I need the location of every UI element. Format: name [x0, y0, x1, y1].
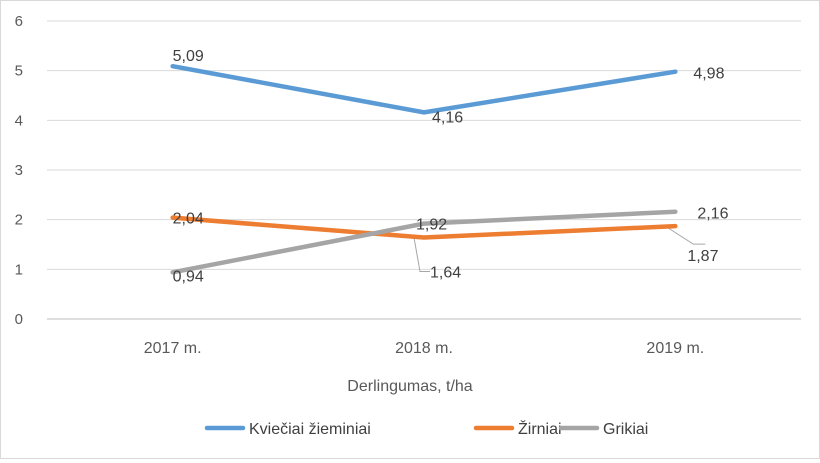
y-tick-label: 1	[15, 261, 23, 278]
series-lines	[170, 63, 678, 275]
data-label: 4,16	[432, 109, 463, 126]
y-tick-label: 2	[15, 212, 23, 229]
data-label: 2,04	[173, 211, 204, 228]
data-label: 1,92	[416, 217, 447, 234]
legend-item: Žirniai	[473, 419, 562, 438]
y-tick-label: 6	[15, 13, 23, 30]
y-tick-label: 3	[15, 162, 23, 179]
y-tick-label: 4	[15, 112, 23, 129]
legend-item: Grikiai	[558, 421, 648, 438]
legend-label: Grikiai	[603, 421, 648, 438]
y-tick-label: 5	[15, 63, 23, 80]
series-line-2	[170, 215, 678, 240]
series-line-1	[170, 63, 678, 115]
y-tick-label: 0	[15, 311, 23, 328]
x-tick-label: 2019 m.	[646, 340, 704, 357]
data-label: 5,09	[173, 48, 204, 65]
data-label: 4,98	[693, 66, 724, 83]
data-label: 1,87	[687, 248, 718, 265]
data-label: 0,94	[173, 268, 204, 285]
data-label: 2,16	[697, 206, 728, 223]
x-axis-title: Derlingumas, t/ha	[347, 378, 472, 395]
legend-label: Kviečiai žieminiai	[249, 421, 371, 438]
gridlines	[47, 20, 801, 320]
label-leader-lines	[413, 225, 706, 273]
x-tick-label: 2018 m.	[395, 340, 453, 357]
leader-line	[413, 237, 430, 273]
series-line-3	[170, 209, 678, 275]
y-axis-ticks: 0 1 2 3 4 5 6	[15, 13, 23, 328]
x-tick-label: 2017 m.	[144, 340, 202, 357]
data-label: 1,64	[430, 265, 461, 282]
legend-item: Kviečiai žieminiai	[204, 421, 371, 438]
leader-line	[665, 225, 706, 245]
x-axis-ticks: 2017 m. 2018 m. 2019 m.	[144, 340, 704, 357]
legend-label: Žirniai	[518, 419, 562, 438]
legend: Kviečiai žieminiai Žirniai Grikiai	[204, 419, 648, 438]
data-labels: 5,09 4,16 4,98 2,04 1,64 1,87 0,94 1,92 2,16	[173, 48, 729, 285]
